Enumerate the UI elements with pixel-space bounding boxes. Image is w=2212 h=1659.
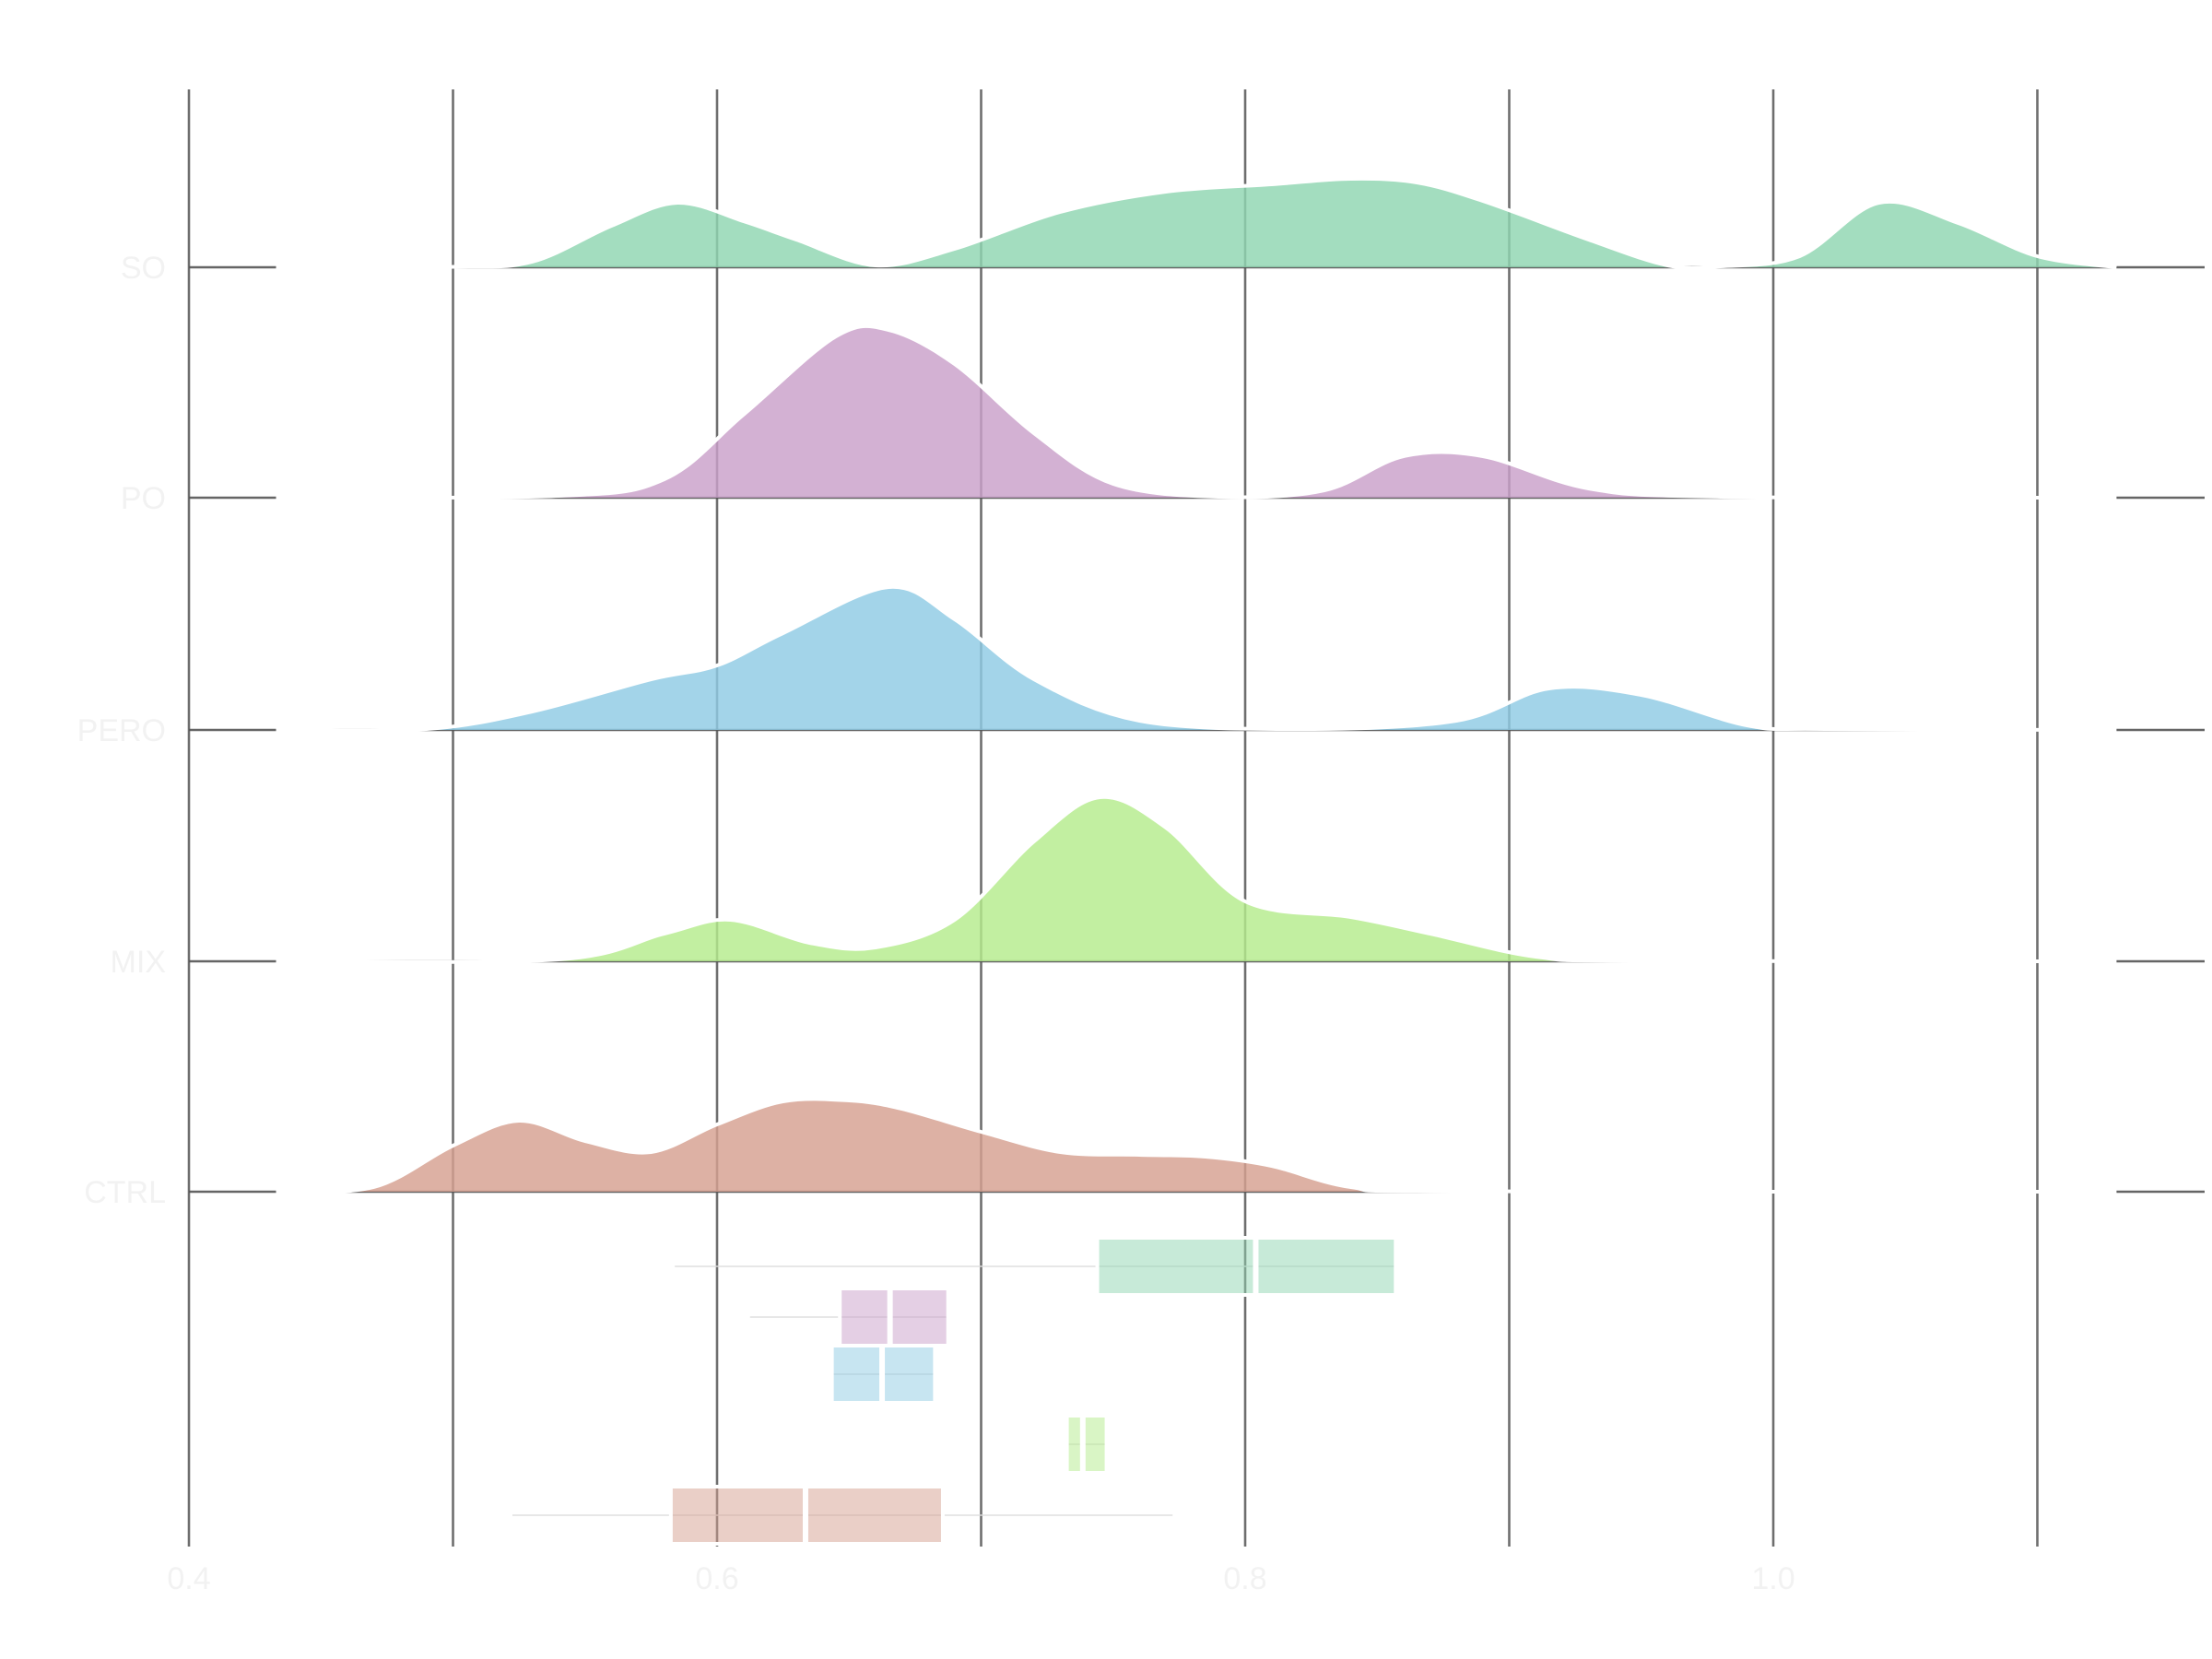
- density-area-mix: [276, 796, 2117, 962]
- density-outline-mix: [276, 794, 2117, 964]
- density-area-pero: [276, 586, 2117, 731]
- density-area-so: [276, 178, 2117, 268]
- density-ridges: [276, 176, 2117, 1194]
- category-label-so: SO: [121, 251, 166, 286]
- category-label-po: PO: [121, 481, 166, 516]
- density-outline-pero: [276, 584, 2117, 733]
- box-upper-po: [888, 1287, 950, 1347]
- grid-lines: [187, 89, 2205, 1547]
- x-tick-label: 1.0: [1751, 1561, 1794, 1596]
- density-outline-ctrl: [276, 1097, 2117, 1194]
- box-upper-pero: [880, 1344, 937, 1405]
- x-tick-label: 0.6: [695, 1561, 738, 1596]
- box-upper-mix: [1080, 1414, 1109, 1475]
- axis-labels: SO PO PERO MIX CTRL 0.4 0.6 0.8 1.0: [77, 251, 1795, 1596]
- box-lower-pero: [830, 1344, 885, 1405]
- x-tick-label: 0.8: [1223, 1561, 1266, 1596]
- category-label-mix: MIX: [111, 945, 166, 980]
- density-outline-po: [276, 324, 2117, 500]
- box-lower-so: [1095, 1236, 1258, 1297]
- box-upper-ctrl: [803, 1485, 945, 1546]
- box-lower-ctrl: [668, 1485, 807, 1546]
- x-tick-label: 0.4: [167, 1561, 210, 1596]
- density-area-po: [276, 325, 2117, 499]
- box-upper-so: [1253, 1236, 1398, 1297]
- box-lower-po: [838, 1287, 892, 1347]
- boxplots: [512, 1236, 1398, 1546]
- category-label-ctrl: CTRL: [84, 1175, 166, 1210]
- category-label-pero: PERO: [77, 713, 166, 748]
- density-area-ctrl: [276, 1099, 2117, 1193]
- density-outline-so: [276, 176, 2117, 270]
